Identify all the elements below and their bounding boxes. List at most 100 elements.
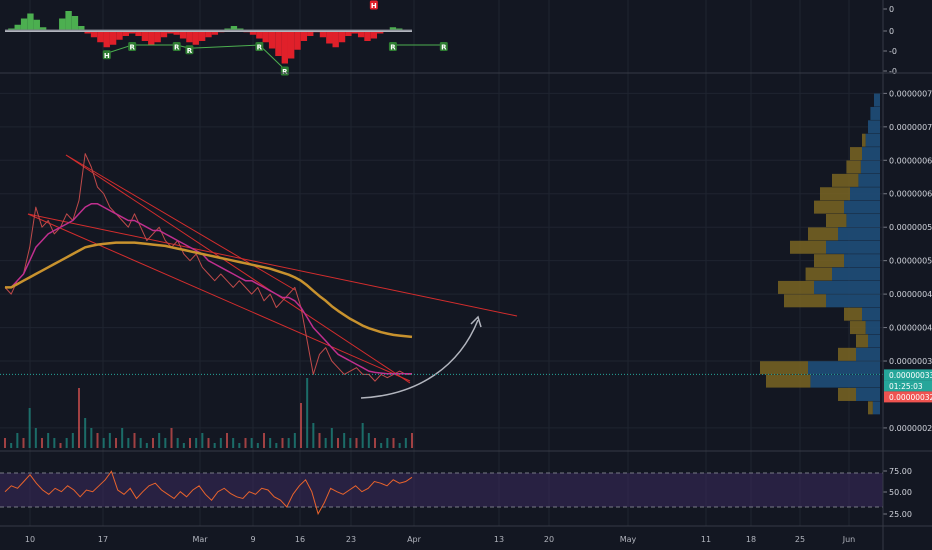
volume-profile-down: [760, 361, 808, 375]
volume-bar: [213, 443, 216, 448]
price-tag: [884, 380, 932, 392]
volume-profile-down: [826, 214, 847, 228]
trend-line[interactable]: [27, 213, 411, 382]
volume-bar: [404, 438, 407, 448]
time-axis-label[interactable]: May: [620, 535, 637, 544]
volume-profile-down: [820, 187, 850, 201]
oscillator-bar: [326, 31, 333, 44]
rsi-pane[interactable]: [0, 470, 883, 516]
volume-profile-down: [814, 254, 844, 268]
volume-bar: [330, 428, 333, 448]
price-axis-label[interactable]: 0.00000025: [889, 424, 932, 433]
volume-profile-down: [832, 173, 859, 187]
price-axis-label[interactable]: 0.00000075: [889, 89, 932, 98]
oscillator-bar: [148, 31, 155, 45]
time-axis-label[interactable]: 25: [795, 535, 805, 544]
volume-bar: [201, 433, 204, 448]
volume-profile-up: [838, 227, 880, 241]
oscillator-bar: [135, 31, 142, 36]
volume-profile-down: [850, 321, 866, 335]
rsi-axis-label[interactable]: 75.00: [889, 467, 912, 476]
oscillator-axis-label[interactable]: 0: [889, 27, 894, 36]
volume-bar: [386, 438, 389, 448]
volume-bar: [28, 408, 31, 448]
volume-bar: [374, 438, 376, 448]
volume-bar: [115, 438, 117, 448]
time-axis-label[interactable]: 10: [25, 535, 35, 544]
volume-bar: [250, 438, 253, 448]
oscillator-axis-label[interactable]: -0: [889, 67, 897, 76]
volume-profile-down: [868, 401, 873, 415]
time-axis-label[interactable]: Apr: [407, 535, 422, 544]
volume-bar: [34, 428, 37, 448]
trend-line[interactable]: [65, 154, 296, 291]
rsi-axis-label[interactable]: 50.00: [889, 488, 912, 497]
volume-bar: [170, 428, 173, 448]
volume-profile-up: [832, 267, 880, 281]
volume-bar: [269, 438, 272, 448]
volume-bar: [312, 423, 315, 448]
time-axis-label[interactable]: 11: [701, 535, 711, 544]
volume-profile-up: [865, 133, 880, 147]
divergence-label-box: [172, 42, 181, 51]
oscillator-bar: [33, 19, 40, 31]
volume-bar: [411, 433, 413, 448]
time-axis-label[interactable]: 23: [346, 535, 356, 544]
divergence-label: R: [390, 44, 396, 52]
price-pane[interactable]: [0, 93, 883, 448]
oscillator-axis-label[interactable]: -0: [889, 47, 897, 56]
volume-bar: [59, 443, 62, 448]
time-axis[interactable]: 10 17 Mar 9 16 23 Apr 13 20 May 11 18 25 Jun: [25, 535, 855, 544]
price-axis-label[interactable]: 0.00000055: [889, 223, 932, 232]
oscillator-axis-label[interactable]: 0: [889, 5, 894, 14]
oscillator-bar: [377, 31, 384, 34]
oscillator-bar: [287, 31, 295, 59]
volume-bar: [355, 438, 358, 448]
oscillator-bar: [249, 31, 257, 35]
oscillator-bar: [39, 27, 47, 31]
time-axis-label[interactable]: 17: [98, 535, 108, 544]
volume-bar: [47, 433, 50, 448]
time-axis-label[interactable]: 18: [746, 535, 756, 544]
oscillator-bar: [129, 31, 136, 34]
time-axis-label[interactable]: 20: [544, 535, 554, 544]
projection-arrow[interactable]: [360, 319, 479, 399]
volume-profile-up: [865, 321, 880, 335]
price-tag-text: 0.00000032: [889, 393, 932, 402]
volume-bar: [337, 438, 339, 448]
oscillator-bar: [192, 31, 199, 45]
volume-profile-up: [808, 361, 880, 375]
volume-profile-up: [874, 93, 880, 107]
time-axis-label[interactable]: Jun: [842, 535, 856, 544]
oscillator-bar: [160, 31, 168, 38]
time-axis-label[interactable]: 16: [295, 535, 305, 544]
oscillator-bar: [179, 31, 187, 39]
volume-bar: [392, 438, 395, 448]
volume-bar: [219, 438, 222, 448]
time-axis-label[interactable]: 13: [494, 535, 504, 544]
price-axis-label[interactable]: 0.00000065: [889, 156, 932, 165]
trend-line[interactable]: [27, 213, 518, 317]
volume-bar: [176, 438, 179, 448]
price-axis-label[interactable]: 0.00000035: [889, 357, 932, 366]
time-axis-label[interactable]: Mar: [192, 535, 208, 544]
oscillator-bar: [370, 31, 378, 39]
trend-line[interactable]: [65, 154, 411, 384]
divergence-line: [106, 44, 133, 54]
time-axis-label[interactable]: 9: [250, 535, 255, 544]
price-axis-label[interactable]: 0.00000045: [889, 290, 932, 299]
divergence-label: R: [187, 47, 193, 55]
volume-profile-up: [814, 280, 880, 294]
volume-bar: [65, 438, 68, 448]
rsi-axis-label[interactable]: 25.00: [889, 510, 912, 519]
oscillator-bar: [14, 24, 21, 31]
volume-profile-up: [872, 401, 880, 415]
